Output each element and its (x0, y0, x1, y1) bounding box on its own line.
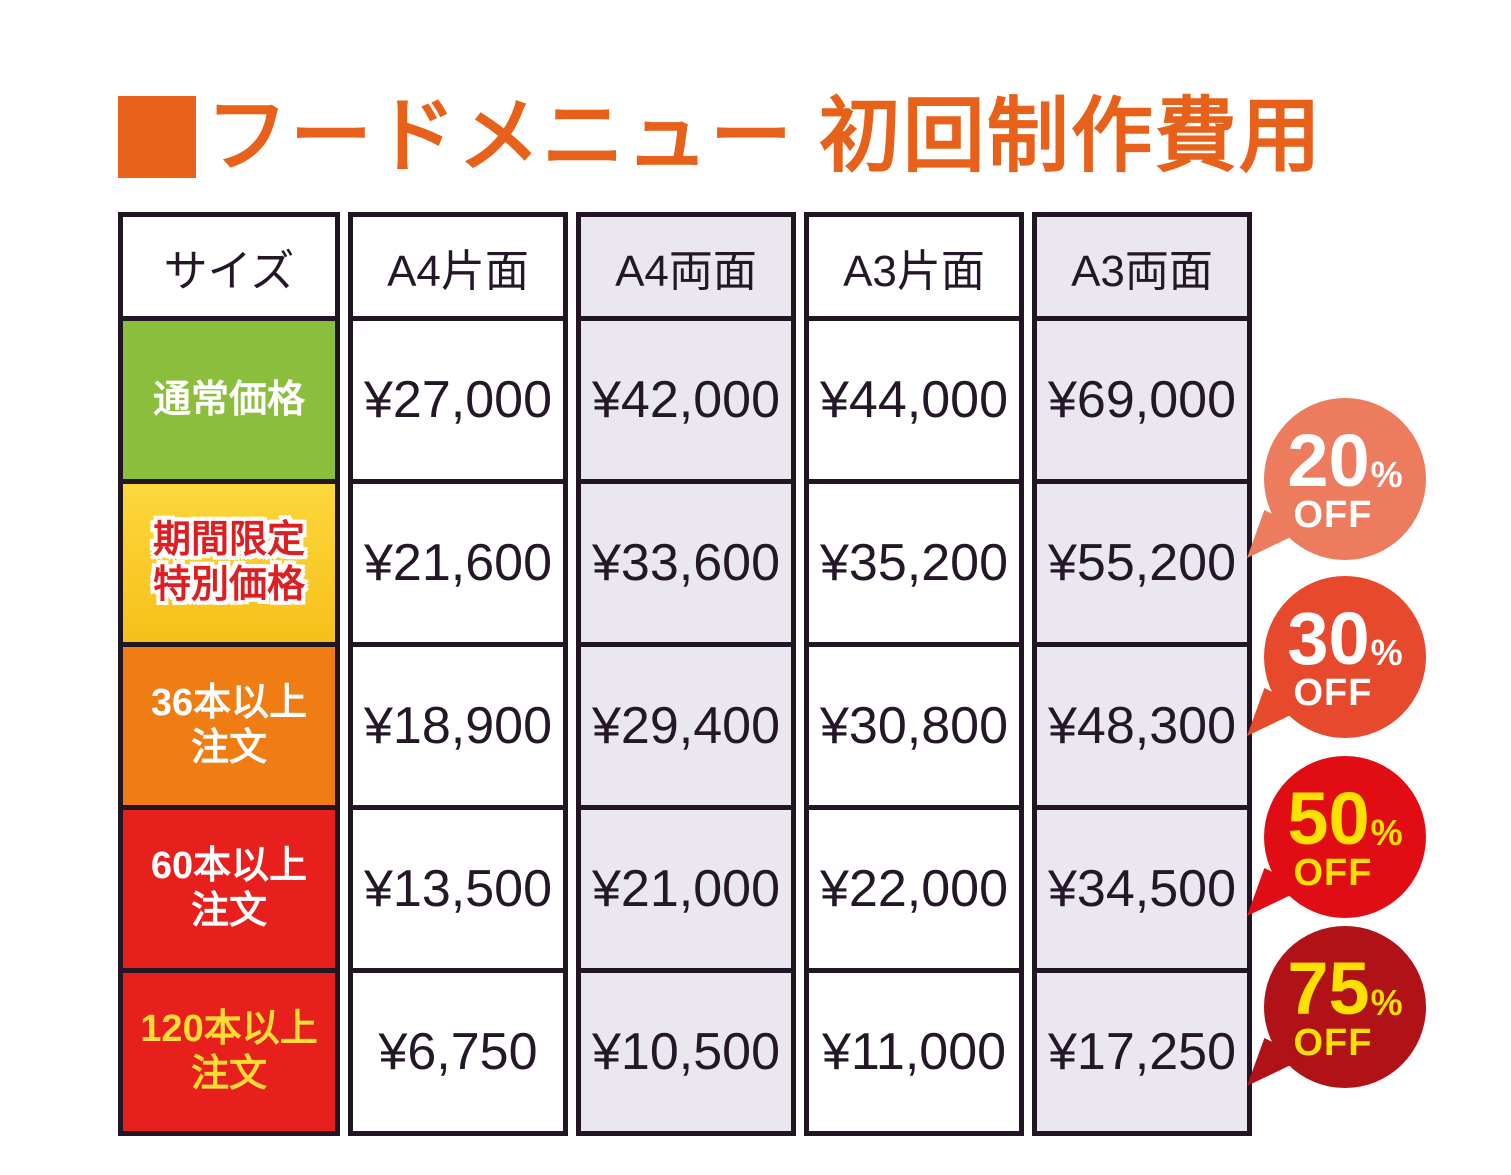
size-column-header: サイズ (163, 246, 295, 296)
price-cell: ¥30,800 (809, 642, 1019, 805)
discount-badge-30-off: 30% OFF (1264, 576, 1426, 738)
price-cell: ¥33,600 (581, 479, 791, 642)
price-cell: ¥44,000 (809, 316, 1019, 479)
page-title: フードメニュー 初回制作費用 (118, 96, 1323, 178)
discount-badge-50-off: 50% OFF (1264, 756, 1426, 918)
discount-percent: 20% (1287, 418, 1403, 502)
price-cell: ¥11,000 (809, 968, 1019, 1131)
row-label-text: 36本以上 注文 (150, 682, 308, 769)
pricing-table: サイズ 通常価格 期間限定 特別価格 36本以上 注文 60本以上 注文 120本以上… (118, 212, 1252, 1136)
price-cell: ¥29,400 (581, 642, 791, 805)
discount-off-label: OFF (1293, 1022, 1373, 1065)
price-cell: ¥21,600 (353, 479, 563, 642)
size-column: サイズ 通常価格 期間限定 特別価格 36本以上 注文 60本以上 注文 120本以上… (118, 212, 340, 1136)
price-cell: ¥55,200 (1037, 479, 1247, 642)
price-cell: ¥17,250 (1037, 968, 1247, 1131)
discount-percent: 30% (1287, 596, 1403, 680)
column-a3-single-sided: A3片面 ¥44,000 ¥35,200 ¥30,800 ¥22,000 ¥11… (804, 212, 1024, 1136)
price-cell: ¥42,000 (581, 316, 791, 479)
discount-percent: 50% (1287, 776, 1403, 860)
price-cell: ¥22,000 (809, 805, 1019, 968)
price-cell: ¥27,000 (353, 316, 563, 479)
discount-off-label: OFF (1293, 852, 1373, 895)
price-cell: ¥35,200 (809, 479, 1019, 642)
price-cell: ¥6,750 (353, 968, 563, 1131)
price-cell: ¥69,000 (1037, 316, 1247, 479)
row-label-regular-price: 通常価格 (123, 316, 335, 479)
row-label-text: 期間限定 特別価格 (152, 519, 305, 606)
price-cell: ¥13,500 (353, 805, 563, 968)
price-cell: ¥18,900 (353, 642, 563, 805)
column-a4-single-sided: A4片面 ¥27,000 ¥21,600 ¥18,900 ¥13,500 ¥6,… (348, 212, 568, 1136)
column-a3-double-sided: A3両面 ¥69,000 ¥55,200 ¥48,300 ¥34,500 ¥17… (1032, 212, 1252, 1136)
column-header: A4片面 (387, 246, 529, 296)
discount-off-label: OFF (1293, 672, 1373, 715)
price-cell: ¥21,000 (581, 805, 791, 968)
row-label-text: 通常価格 (152, 378, 305, 421)
column-header: A3片面 (843, 246, 985, 296)
row-label-text: 60本以上 注文 (150, 845, 308, 932)
row-label-text: 120本以上 注文 (140, 1008, 318, 1095)
row-label-36-plus-order: 36本以上 注文 (123, 642, 335, 805)
discount-badge-75-off: 75% OFF (1264, 926, 1426, 1088)
column-a4-double-sided: A4両面 ¥42,000 ¥33,600 ¥29,400 ¥21,000 ¥10… (576, 212, 796, 1136)
page-title-text: フードメニュー 初回制作費用 (206, 91, 1323, 182)
row-label-120-plus-order: 120本以上 注文 (123, 968, 335, 1131)
price-cell: ¥48,300 (1037, 642, 1247, 805)
row-label-limited-special-price: 期間限定 特別価格 (123, 479, 335, 642)
discount-badge-20-off: 20% OFF (1264, 398, 1426, 560)
row-label-60-plus-order: 60本以上 注文 (123, 805, 335, 968)
price-cell: ¥34,500 (1037, 805, 1247, 968)
discount-percent: 75% (1287, 946, 1403, 1030)
price-cell: ¥10,500 (581, 968, 791, 1131)
column-header: A4両面 (615, 246, 757, 296)
title-accent-square-icon (118, 96, 196, 178)
discount-off-label: OFF (1293, 494, 1373, 537)
column-header: A3両面 (1071, 246, 1213, 296)
